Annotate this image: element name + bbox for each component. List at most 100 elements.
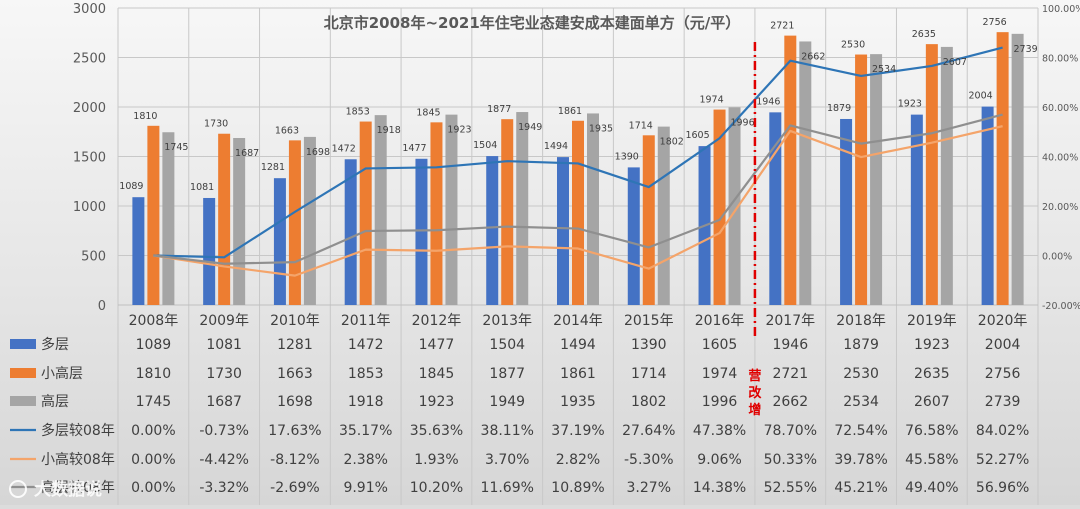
bar-data-label: 1853 xyxy=(346,107,370,118)
bar xyxy=(344,159,357,305)
table-cell: 49.40% xyxy=(905,480,958,496)
bar xyxy=(303,136,316,305)
bar-data-label: 1504 xyxy=(473,140,497,151)
bar xyxy=(132,197,145,305)
bar-data-label: 1714 xyxy=(629,120,653,131)
bar-data-label: 1861 xyxy=(558,106,582,117)
bar-data-label: 1089 xyxy=(119,181,143,192)
table-cell: 56.96% xyxy=(976,480,1029,496)
table-cell: 1918 xyxy=(348,394,384,410)
table-cell: 37.19% xyxy=(551,423,604,439)
bar-data-label: 1687 xyxy=(235,148,259,159)
bar-data-label: 1918 xyxy=(377,125,401,136)
table-cell: 10.89% xyxy=(551,480,604,496)
bar-data-label: 1877 xyxy=(487,104,511,115)
bar xyxy=(147,125,160,305)
bar xyxy=(501,119,514,305)
table-cell: 47.38% xyxy=(693,423,746,439)
table-cell: 1745 xyxy=(136,394,172,410)
table-cell: 1081 xyxy=(206,337,242,353)
bar xyxy=(233,137,246,305)
table-cell: 50.33% xyxy=(764,452,817,468)
table-cell: 2530 xyxy=(843,366,879,382)
table-cell: 3.27% xyxy=(627,480,671,496)
bar xyxy=(870,54,883,305)
annotation-label: 营改增 xyxy=(748,368,762,418)
bar xyxy=(415,158,428,305)
lines xyxy=(153,46,1003,277)
table-cell: 2.38% xyxy=(343,452,387,468)
table-cell: 52.27% xyxy=(976,452,1029,468)
legend-label: 小高层 xyxy=(41,365,83,382)
bar-data-label: 1879 xyxy=(827,103,851,114)
watermark-text: 大数据说 xyxy=(34,479,102,500)
table-cell: 35.63% xyxy=(410,423,463,439)
y-right-tick-label: 60.00% xyxy=(1042,103,1078,114)
y-left-tick-label: 1500 xyxy=(73,151,106,166)
table-cell: 1504 xyxy=(489,337,525,353)
bar xyxy=(1011,33,1024,306)
table-cell: 17.63% xyxy=(268,423,321,439)
table-cell: 1477 xyxy=(419,337,455,353)
table-cell: 78.70% xyxy=(764,423,817,439)
bar-data-label: 1698 xyxy=(306,147,330,158)
bar-data-label: 1923 xyxy=(898,99,922,110)
data-table: 多层 1089 1081 1281 1472 1477 1504 1494 1390 1605 19… xyxy=(10,336,1029,496)
bar-data-label: 1390 xyxy=(615,151,639,162)
table-cell: 1494 xyxy=(560,337,596,353)
bar-data-label: 1996 xyxy=(730,117,754,128)
bar xyxy=(925,44,938,305)
table-cell: 1996 xyxy=(702,394,738,410)
x-tick-label: 2012年 xyxy=(412,313,462,329)
table-cell: 1089 xyxy=(136,337,172,353)
table-cell: 14.38% xyxy=(693,480,746,496)
bar-data-label: 1946 xyxy=(756,96,780,107)
bar-data-label: 1605 xyxy=(685,130,709,141)
table-cell: 1877 xyxy=(489,366,525,382)
grid-lines xyxy=(117,7,1039,505)
bar xyxy=(627,167,640,305)
table-cell: 1861 xyxy=(560,366,596,382)
table-cell: 38.11% xyxy=(481,423,534,439)
legend-label: 多层较08年 xyxy=(41,422,115,439)
bar xyxy=(996,32,1009,305)
table-cell: 11.69% xyxy=(481,480,534,496)
series-line xyxy=(153,125,1003,277)
bar-data-label: 1810 xyxy=(133,111,157,122)
legend-label: 多层 xyxy=(41,336,69,353)
x-tick-label: 2018年 xyxy=(836,313,886,329)
x-tick-label: 2015年 xyxy=(624,313,674,329)
data-labels: 1089 1081 1281 1472 1477 1504 1494 1390 1605 1946… xyxy=(119,17,1037,193)
table-cell: 72.54% xyxy=(834,423,887,439)
bar-data-label: 1472 xyxy=(332,143,356,154)
bar-data-label: 2756 xyxy=(983,17,1007,28)
table-cell: 2004 xyxy=(985,337,1021,353)
bar xyxy=(516,112,529,305)
table-cell: 1.93% xyxy=(414,452,458,468)
table-cell: 9.91% xyxy=(343,480,387,496)
y-left-tick-label: 0 xyxy=(98,299,106,314)
bar-data-label: 1949 xyxy=(518,122,542,133)
legend-label: 高层较08年 xyxy=(41,479,115,496)
legend-swatch xyxy=(10,339,36,349)
table-cell: 2756 xyxy=(985,366,1021,382)
bar-data-label: 1730 xyxy=(204,119,228,130)
x-tick-label: 2013年 xyxy=(482,313,532,329)
bar xyxy=(799,41,812,305)
table-cell: 1853 xyxy=(348,366,384,382)
axes: 0 500 1000 1500 2000 2500 3000 -20.00% 0.00% 20.0… xyxy=(73,2,1080,329)
x-tick-label: 2020年 xyxy=(978,313,1028,329)
bar xyxy=(572,120,584,305)
watermark-logo-icon xyxy=(9,480,27,498)
bar xyxy=(910,114,923,305)
bar xyxy=(713,109,726,305)
bar-data-label: 1281 xyxy=(261,162,285,173)
bar-data-label: 1974 xyxy=(699,95,723,106)
bar xyxy=(288,140,301,305)
table-cell: 76.58% xyxy=(905,423,958,439)
table-cell: 1390 xyxy=(631,337,667,353)
table-cell: -8.12% xyxy=(270,452,320,468)
x-tick-label: 2010年 xyxy=(270,313,320,329)
